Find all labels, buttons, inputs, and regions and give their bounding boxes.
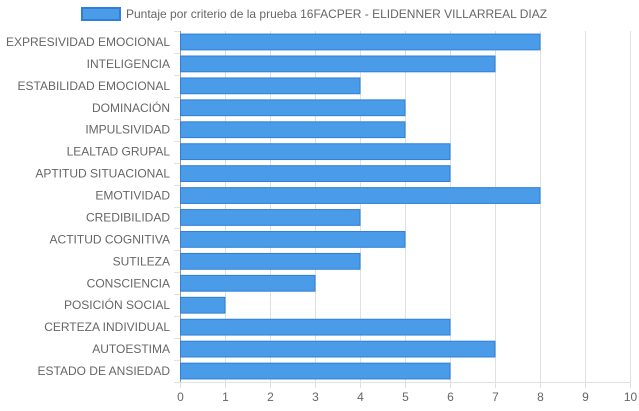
category-label: ESTABILIDAD EMOCIONAL: [18, 79, 171, 93]
x-tick-label: 0: [177, 390, 184, 404]
bar[interactable]: [180, 296, 226, 314]
x-tick-label: 2: [267, 390, 274, 404]
x-tick-labels: 0 1 2 3 4 5 6 7 8 9 10: [177, 382, 637, 404]
bars: [180, 33, 541, 380]
x-tick-label: 7: [492, 390, 499, 404]
bar[interactable]: [180, 318, 451, 336]
category-label: INTELIGENCIA: [87, 57, 170, 71]
legend-label[interactable]: Puntaje por criterio de la prueba 16FACP…: [126, 7, 547, 21]
category-label: DOMINACIÓN: [92, 100, 170, 115]
bar[interactable]: [180, 77, 361, 95]
bar[interactable]: [180, 143, 451, 161]
bar[interactable]: [180, 187, 541, 204]
x-tick-label: 8: [537, 390, 544, 404]
bar[interactable]: [180, 340, 496, 358]
category-label: EXPRESIVIDAD EMOCIONAL: [6, 35, 170, 49]
bar[interactable]: [180, 99, 406, 117]
x-tick-label: 1: [222, 390, 229, 404]
legend-swatch[interactable]: [81, 7, 121, 21]
x-tick-label: 4: [357, 390, 364, 404]
category-label: CREDIBILIDAD: [86, 210, 170, 224]
category-label: EMOTIVIDAD: [95, 189, 170, 203]
x-tick-label: 3: [312, 390, 319, 404]
category-label: IMPULSIVIDAD: [85, 123, 170, 137]
category-label: ESTADO DE ANSIEDAD: [38, 364, 171, 378]
category-labels: EXPRESIVIDAD EMOCIONAL INTELIGENCIA ESTABI…: [6, 35, 170, 378]
bar[interactable]: [180, 231, 406, 248]
bar[interactable]: [180, 209, 361, 226]
bar[interactable]: [180, 252, 361, 270]
x-tick-label: 10: [624, 390, 638, 404]
bar[interactable]: [180, 362, 451, 380]
category-label: CONSCIENCIA: [87, 276, 170, 290]
bar[interactable]: [180, 274, 316, 292]
x-tick-label: 9: [582, 390, 589, 404]
bar[interactable]: [180, 121, 406, 139]
category-label: POSICIÓN SOCIAL: [64, 297, 170, 312]
category-label: AUTOESTIMA: [92, 342, 170, 356]
category-label: ACTITUD COGNITIVA: [50, 232, 170, 246]
category-label: APTITUD SITUACIONAL: [35, 167, 170, 181]
category-label: CERTEZA INDIVIDUAL: [44, 320, 170, 334]
category-label: LEALTAD GRUPAL: [67, 145, 171, 159]
bar[interactable]: [180, 165, 451, 182]
legend[interactable]: Puntaje por criterio de la prueba 16FACP…: [81, 7, 547, 21]
bar[interactable]: [180, 33, 541, 51]
x-tick-label: 6: [447, 390, 454, 404]
bar[interactable]: [180, 55, 496, 73]
x-tick-label: 5: [402, 390, 409, 404]
category-label: SUTILEZA: [113, 254, 170, 268]
